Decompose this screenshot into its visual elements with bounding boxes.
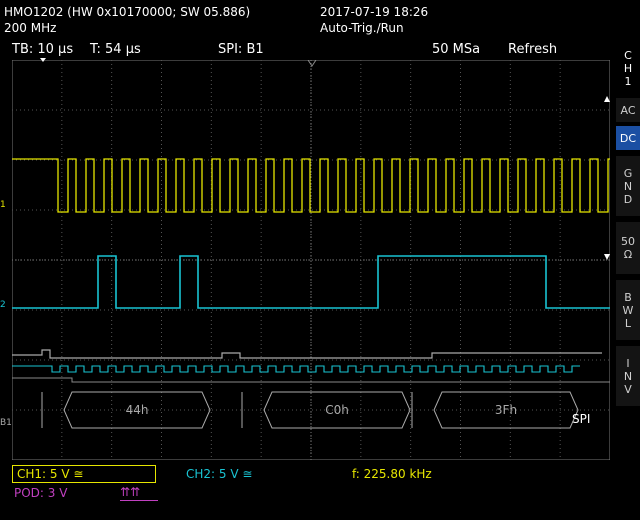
gnd-label-n: N bbox=[623, 179, 633, 193]
channel-side-menu: C H 1 AC DC G N D 50 Ω B W L I N V bbox=[616, 44, 640, 464]
inv-label-n: N bbox=[623, 369, 633, 383]
frequency-readout: f: 225.80 kHz bbox=[352, 467, 432, 481]
datetime: 2017-07-19 18:26 bbox=[320, 5, 429, 19]
decode-frame bbox=[63, 391, 211, 429]
graticule bbox=[12, 60, 610, 460]
bus-marker[interactable]: B1 bbox=[0, 418, 12, 428]
pod-trace-3 bbox=[12, 377, 610, 383]
bwl-label-b: B bbox=[624, 290, 632, 304]
50-ohm-label-value: 50 bbox=[621, 235, 635, 248]
channel-number: 1 bbox=[624, 74, 632, 88]
dc-coupling-button[interactable]: DC bbox=[616, 126, 640, 150]
pod-trace-2 bbox=[12, 365, 580, 373]
ch2-waveform bbox=[12, 255, 610, 309]
ch1-trace bbox=[12, 158, 610, 213]
gnd-label-g: G bbox=[623, 166, 633, 180]
trigger-time-readout[interactable]: T: 54 µs bbox=[90, 42, 141, 57]
status-bar: TB: 10 µs T: 54 µs SPI: B1 50 MSa Refres… bbox=[0, 40, 610, 59]
ohm-icon: Ω bbox=[623, 248, 633, 261]
pod-threshold-readout[interactable]: POD: 3 V bbox=[14, 486, 68, 500]
ch2-ground-marker[interactable]: 2 bbox=[0, 300, 6, 310]
device-info: HMO1202 (HW 0x10170000; SW 05.886) bbox=[4, 5, 251, 19]
inv-label-i: I bbox=[626, 356, 630, 370]
gnd-button[interactable]: G N D bbox=[616, 156, 640, 216]
ac-label: AC bbox=[620, 103, 636, 117]
bwl-button[interactable]: B W L bbox=[616, 280, 640, 340]
scale-down-arrow-icon bbox=[604, 254, 610, 260]
channel-letter-c: C bbox=[624, 48, 632, 62]
waveform-display[interactable]: 44h C0h 3Fh bbox=[12, 60, 610, 460]
acquisition-mode: Refresh bbox=[508, 42, 558, 57]
gnd-label-d: D bbox=[623, 192, 633, 206]
bus-protocol-label: SPI bbox=[572, 412, 591, 426]
ch2-trace bbox=[12, 255, 610, 309]
decode-frame-value: C0h bbox=[325, 403, 349, 417]
trigger-mode: Auto-Trig./Run bbox=[320, 21, 404, 35]
ac-coupling-button[interactable]: AC bbox=[616, 98, 640, 122]
ch2-scale-readout[interactable]: CH2: 5 V ≅ bbox=[186, 467, 253, 481]
trigger-time-marker-icon bbox=[40, 58, 46, 62]
dc-label: DC bbox=[619, 131, 637, 145]
spi-bus-decode: 44h C0h 3Fh bbox=[41, 391, 579, 429]
bwl-label-l: L bbox=[624, 316, 632, 330]
sample-rate-readout: 50 MSa bbox=[432, 42, 481, 57]
ch1-ground-marker[interactable]: 1 bbox=[0, 200, 6, 210]
scale-up-arrow-icon bbox=[604, 96, 610, 102]
decode-frame-value: 3Fh bbox=[495, 403, 517, 417]
decode-frame bbox=[433, 391, 579, 429]
inv-label-v: V bbox=[624, 382, 632, 396]
ch1-scale-readout[interactable]: CH1: 5 V ≅ bbox=[12, 465, 156, 483]
50-ohm-button[interactable]: 50 Ω bbox=[616, 222, 640, 274]
bus-readout[interactable]: SPI: B1 bbox=[218, 42, 264, 57]
bandwidth-info: 200 MHz bbox=[4, 21, 57, 35]
channel-letter-h: H bbox=[623, 61, 633, 75]
invert-button[interactable]: I N V bbox=[616, 346, 640, 406]
timebase-readout[interactable]: TB: 10 µs bbox=[12, 42, 74, 57]
bwl-label-w: W bbox=[622, 303, 634, 317]
trigger-position-marker[interactable] bbox=[307, 60, 317, 67]
channel-menu-title: C H 1 bbox=[616, 44, 640, 92]
logic-pod-traces bbox=[12, 349, 610, 383]
pod-activity-icon: ⇈⇈ bbox=[120, 484, 158, 501]
decode-frame bbox=[263, 391, 411, 429]
ch1-waveform bbox=[12, 158, 610, 213]
pod-trace-1 bbox=[12, 349, 602, 359]
decode-frame-value: 44h bbox=[126, 403, 149, 417]
